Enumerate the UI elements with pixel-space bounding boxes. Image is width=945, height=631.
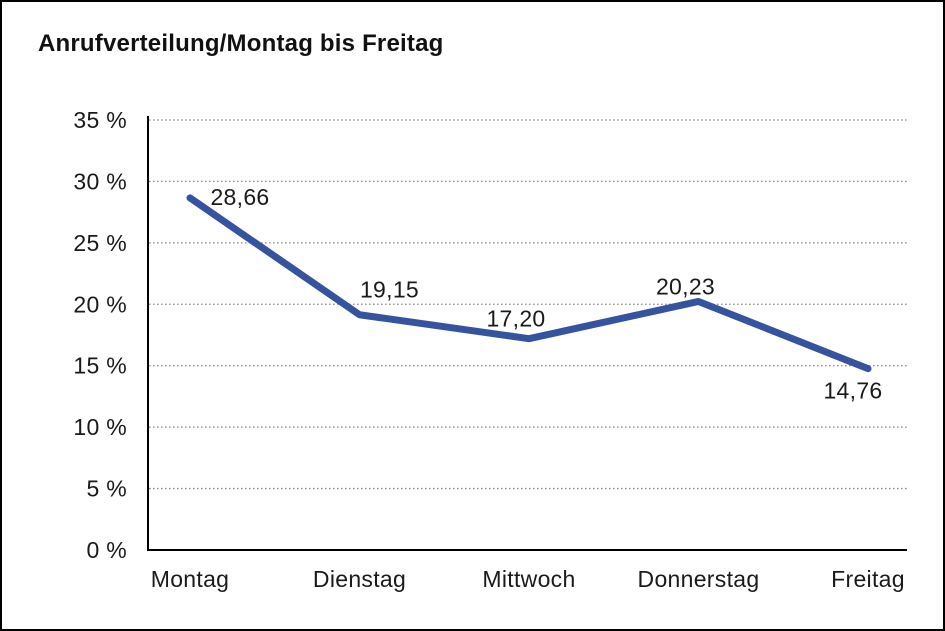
- data-point-label: 14,76: [823, 378, 882, 404]
- x-category-label: Freitag: [831, 566, 905, 592]
- y-tick-label: 0 %: [86, 537, 127, 563]
- x-category-label: Dienstag: [313, 566, 406, 592]
- y-tick-label: 35 %: [73, 107, 127, 133]
- x-category-label: Donnerstag: [638, 566, 760, 592]
- data-point-label: 28,66: [210, 184, 269, 210]
- chart-title: Anrufverteilung/Montag bis Freitag: [38, 30, 444, 57]
- data-point-label: 19,15: [360, 277, 419, 303]
- y-tick-label: 15 %: [73, 353, 127, 379]
- y-tick-label: 5 %: [86, 476, 127, 502]
- y-tick-label: 10 %: [73, 414, 127, 440]
- y-tick-label: 20 %: [73, 291, 127, 317]
- y-tick-label: 25 %: [73, 230, 127, 256]
- x-category-label: Montag: [151, 566, 230, 592]
- y-tick-label: 30 %: [73, 168, 127, 194]
- data-point-label: 20,23: [656, 273, 715, 299]
- x-category-label: Mittwoch: [482, 566, 575, 592]
- data-point-label: 17,20: [486, 306, 545, 332]
- data-series-line: [186, 194, 872, 373]
